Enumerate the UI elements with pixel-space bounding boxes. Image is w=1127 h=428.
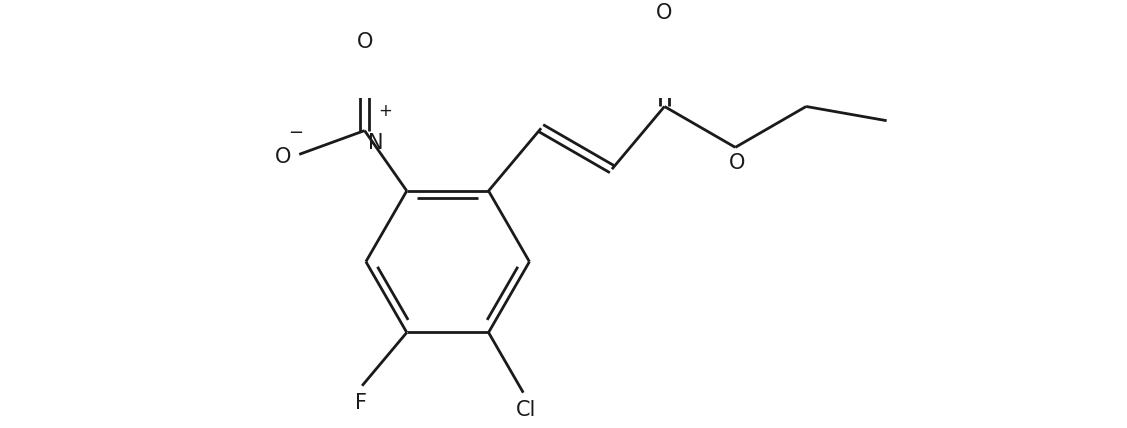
Text: F: F xyxy=(355,392,366,413)
Text: O: O xyxy=(656,3,673,24)
Text: −: − xyxy=(289,124,303,142)
Text: O: O xyxy=(356,33,373,53)
Text: O: O xyxy=(728,153,745,173)
Text: Cl: Cl xyxy=(516,399,536,419)
Text: N: N xyxy=(369,133,383,153)
Text: +: + xyxy=(378,102,392,120)
Text: O: O xyxy=(275,147,291,167)
